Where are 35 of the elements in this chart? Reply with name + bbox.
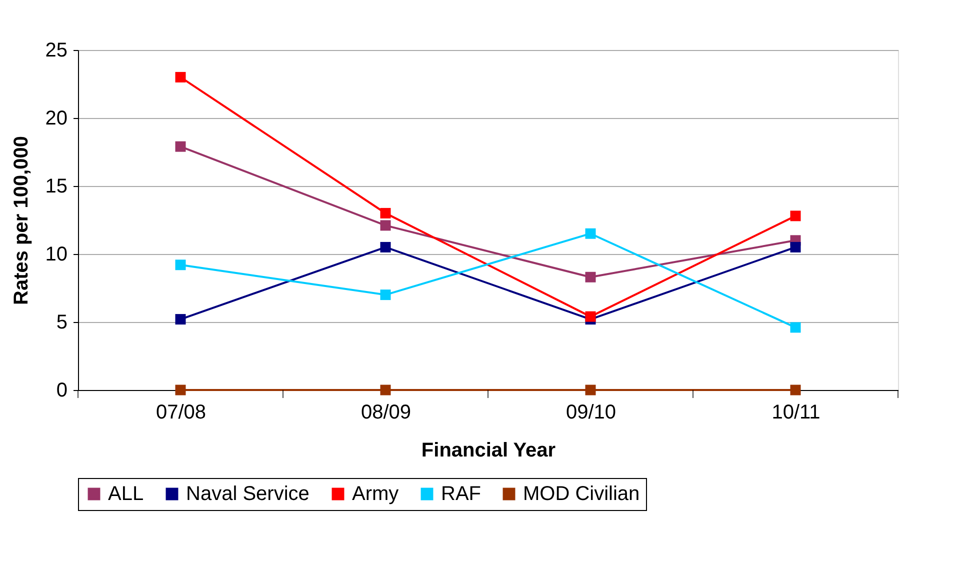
x-axis-title: Financial Year	[421, 440, 556, 462]
point	[790, 210, 801, 222]
legend-label: MOD Civilian	[523, 483, 640, 505]
point	[175, 141, 186, 152]
point	[175, 72, 186, 82]
point	[585, 311, 596, 322]
point	[175, 384, 186, 396]
y-tick-label: 25	[45, 40, 68, 62]
point	[380, 208, 391, 218]
point	[585, 272, 596, 282]
legend-label: Army	[352, 483, 399, 505]
point	[175, 314, 186, 325]
point	[380, 384, 391, 396]
point	[380, 242, 391, 252]
x-tick-label: 09/10	[566, 402, 616, 424]
y-tick-label: 5	[56, 312, 68, 334]
x-tick-label: 08/09	[360, 402, 412, 424]
point	[175, 260, 186, 270]
point	[585, 384, 596, 396]
point	[380, 220, 391, 231]
point	[585, 228, 596, 239]
legend-label: RAF	[441, 483, 481, 505]
point	[790, 242, 801, 252]
y-axis-title: Rates per 100,000	[10, 136, 32, 306]
y-tick-label: 0	[56, 380, 68, 402]
legend-label: ALL	[108, 483, 144, 505]
legend-label: Naval Service	[186, 483, 310, 505]
point	[790, 384, 801, 396]
point	[790, 322, 801, 333]
y-tick-label: 20	[45, 108, 68, 130]
y-tick-label: 10	[45, 244, 68, 266]
y-tick-label: 15	[45, 176, 68, 198]
x-tick-label: 10/11	[772, 402, 820, 424]
point	[380, 290, 391, 300]
x-tick-label: 07/08	[156, 402, 206, 424]
